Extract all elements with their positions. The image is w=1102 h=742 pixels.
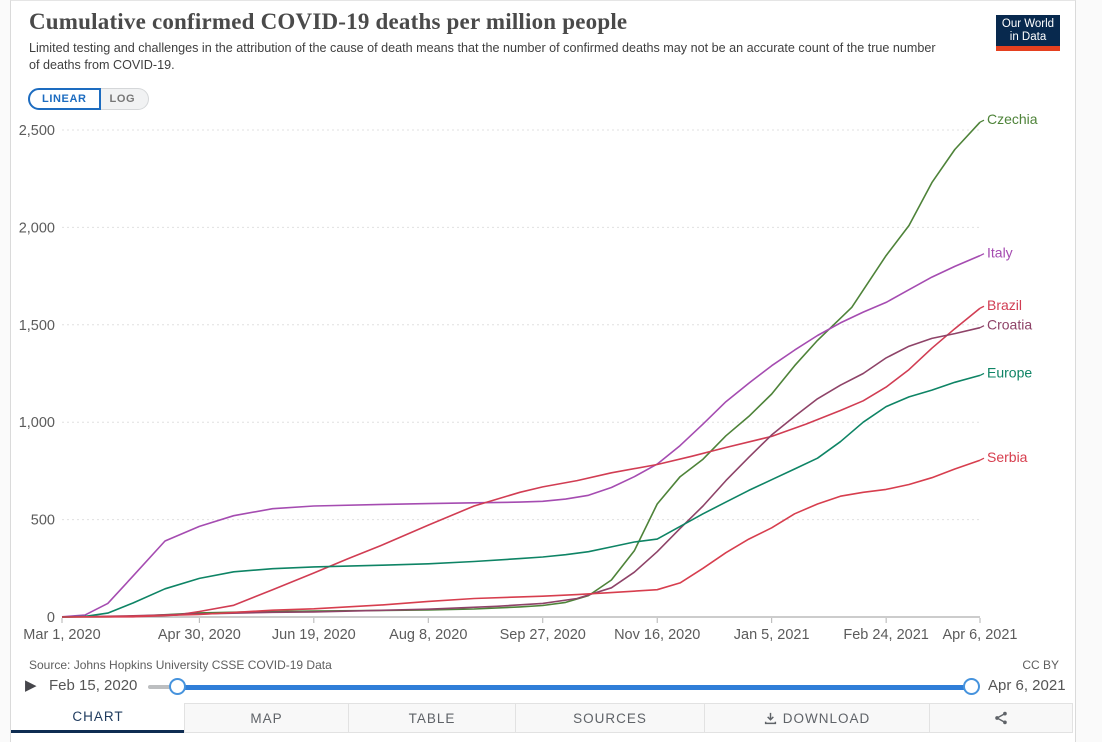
series-label-italy[interactable]: Italy — [987, 245, 1013, 261]
series-label-czechia[interactable]: Czechia — [987, 111, 1038, 127]
series-label-serbia[interactable]: Serbia — [987, 449, 1028, 465]
series-label-connector — [979, 372, 985, 377]
x-tick-label: Jan 5, 2021 — [734, 627, 810, 643]
tab-chart[interactable]: CHART — [11, 703, 185, 733]
timeline-end-label: Apr 6, 2021 — [988, 677, 1066, 694]
owid-logo-line1: Our World — [1001, 18, 1055, 30]
series-line-brazil[interactable] — [61, 307, 981, 618]
download-icon — [764, 712, 776, 724]
tab-sources-label: SOURCES — [573, 710, 647, 726]
y-tick-label: 0 — [47, 610, 55, 626]
timeline-end-handle[interactable] — [963, 678, 980, 695]
x-tick-label: Nov 16, 2020 — [614, 627, 700, 643]
timeline-track-leading[interactable] — [148, 685, 178, 689]
series-line-italy[interactable] — [61, 254, 981, 618]
page-title: Cumulative confirmed COVID-19 deaths per… — [29, 9, 628, 34]
timeline-start-handle[interactable] — [169, 678, 186, 695]
tab-share[interactable] — [929, 703, 1073, 733]
tab-table-label: TABLE — [408, 710, 456, 726]
footer-tabs: CHART MAP TABLE SOURCES DOWNLOAD — [11, 703, 1077, 733]
tab-download[interactable]: DOWNLOAD — [704, 703, 930, 733]
owid-logo-line2: in Data — [1009, 31, 1047, 44]
timeline-control: ▶ Feb 15, 2020 Apr 6, 2021 — [11, 673, 1077, 701]
y-tick-label: 1,000 — [19, 415, 55, 431]
timeline-start-label: Feb 15, 2020 — [49, 677, 138, 694]
series-label-connector — [979, 119, 985, 123]
x-tick-label: Feb 24, 2021 — [843, 627, 928, 643]
share-icon — [995, 711, 1007, 725]
tab-map-label: MAP — [250, 710, 283, 726]
scale-toggle: LINEAR LOG — [28, 88, 150, 110]
attribution-row: Source: Johns Hopkins University CSSE CO… — [29, 658, 1059, 672]
x-tick-label: Apr 6, 2021 — [943, 627, 1018, 643]
source-text[interactable]: Source: Johns Hopkins University CSSE CO… — [29, 658, 332, 672]
series-label-brazil[interactable]: Brazil — [987, 297, 1022, 313]
series-line-croatia[interactable] — [61, 326, 981, 618]
series-label-croatia[interactable]: Croatia — [987, 317, 1032, 333]
series-label-europe[interactable]: Europe — [987, 364, 1032, 380]
x-tick-label: Sep 27, 2020 — [500, 627, 586, 643]
tab-chart-label: CHART — [72, 709, 124, 724]
chart-subtitle: Limited testing and challenges in the at… — [29, 41, 936, 72]
play-icon[interactable]: ▶ — [25, 677, 37, 694]
series-label-connector — [979, 305, 985, 309]
y-tick-label: 1,500 — [19, 318, 55, 334]
y-tick-label: 2,500 — [19, 123, 55, 139]
series-line-serbia[interactable] — [61, 459, 981, 618]
x-tick-label: Apr 30, 2020 — [158, 627, 241, 643]
x-tick-label: Jun 19, 2020 — [272, 627, 356, 643]
linear-scale-button[interactable]: LINEAR — [28, 88, 101, 110]
x-tick-label: Aug 8, 2020 — [389, 627, 467, 643]
timeline-track-selected[interactable] — [177, 684, 972, 690]
y-tick-label: 500 — [31, 513, 55, 529]
series-line-europe[interactable] — [61, 374, 981, 618]
tab-map[interactable]: MAP — [184, 703, 349, 733]
license-text[interactable]: CC BY — [1022, 658, 1059, 672]
series-label-connector — [979, 253, 985, 257]
series-line-czechia[interactable] — [61, 121, 981, 618]
y-tick-label: 2,000 — [19, 220, 55, 236]
tab-download-label: DOWNLOAD — [782, 710, 871, 726]
owid-logo[interactable]: Our World in Data — [996, 15, 1060, 52]
x-tick-label: Mar 1, 2020 — [23, 627, 100, 643]
series-label-connector — [979, 325, 985, 329]
log-scale-button[interactable]: LOG — [98, 88, 150, 110]
tab-table[interactable]: TABLE — [348, 703, 516, 733]
series-label-connector — [979, 457, 985, 461]
